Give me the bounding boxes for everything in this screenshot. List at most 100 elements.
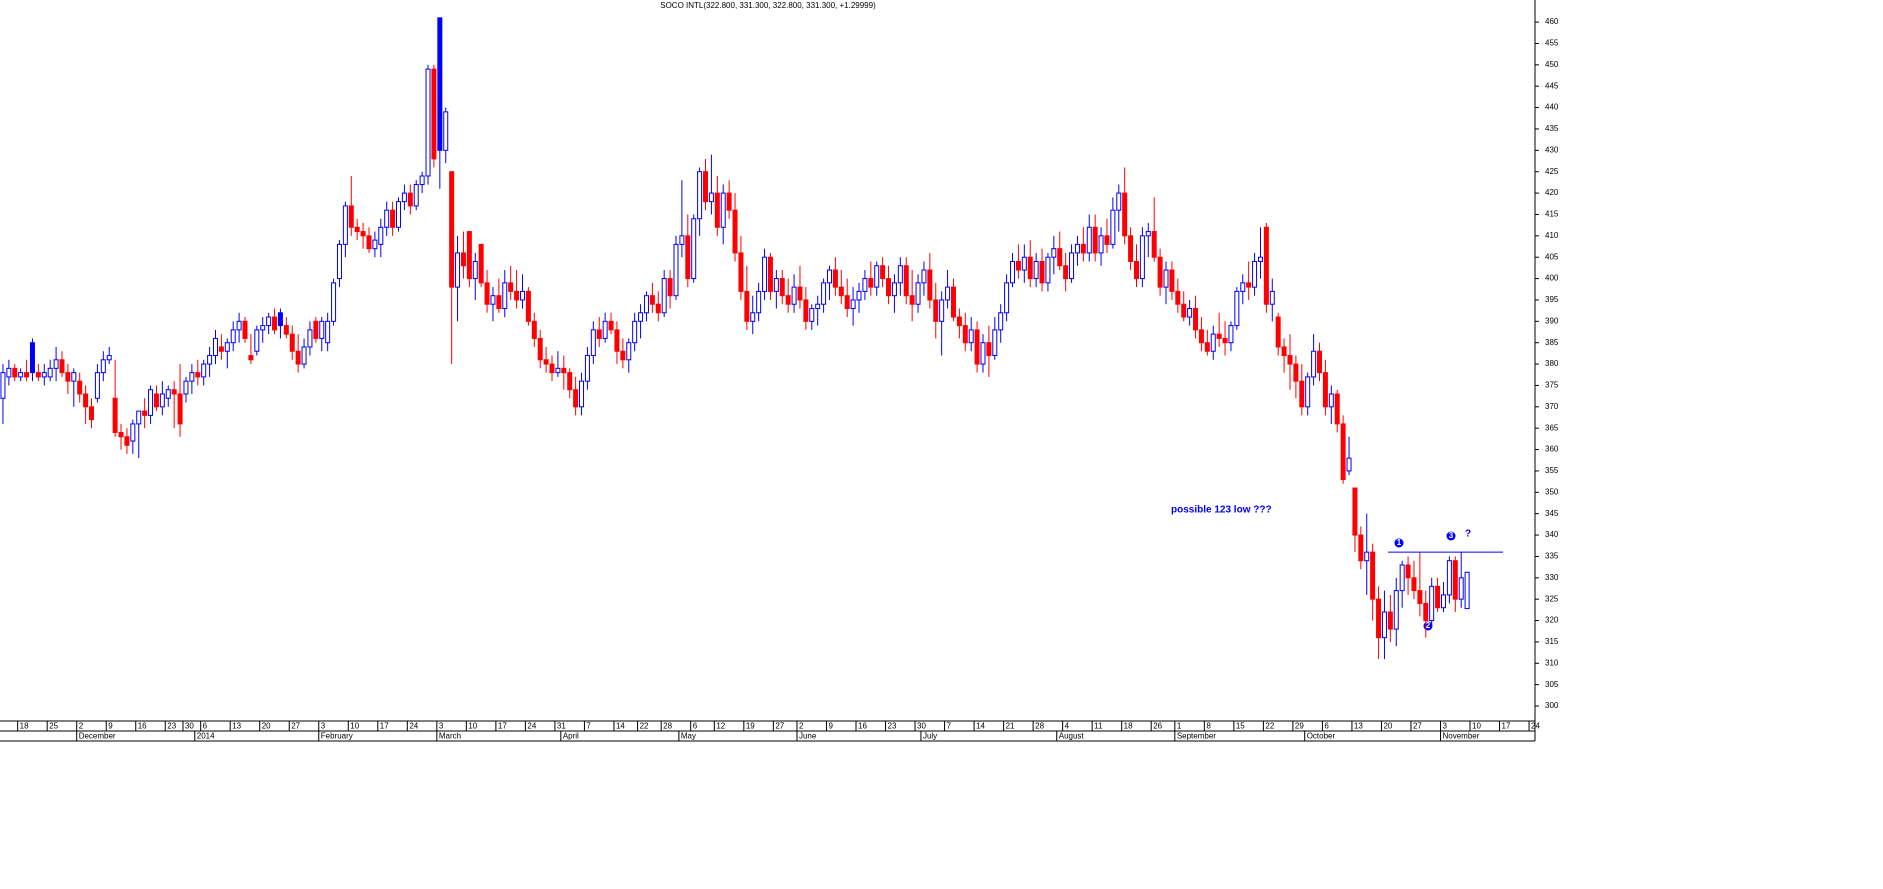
candle-body	[366, 235, 372, 250]
y-tick-label: 415	[1545, 210, 1559, 219]
y-tick-label: 430	[1545, 145, 1559, 154]
month-label: November	[1442, 732, 1479, 741]
candle-body	[118, 431, 124, 438]
candle-body	[809, 307, 815, 322]
candle-body	[903, 265, 909, 297]
y-tick-label: 340	[1545, 530, 1559, 539]
x-tick-label: 14	[976, 722, 985, 731]
candle-body	[1263, 226, 1269, 305]
candle-body	[502, 282, 508, 309]
x-tick-label: 13	[232, 722, 241, 731]
candle-body	[1210, 333, 1216, 352]
x-tick-label: 3	[439, 722, 444, 731]
candle-body	[519, 290, 525, 301]
candle-body	[992, 329, 998, 357]
candle-body	[1346, 457, 1352, 472]
candle-body	[555, 367, 561, 374]
candle-body	[832, 269, 838, 288]
candle-body	[1281, 346, 1287, 357]
candle-body	[791, 286, 797, 305]
setup-marker	[1446, 531, 1456, 541]
month-label: July	[923, 732, 937, 741]
candle-body	[1080, 243, 1086, 254]
candle-body	[1181, 303, 1187, 318]
candle-body	[307, 329, 313, 348]
candle-body	[980, 342, 986, 365]
month-label: December	[79, 732, 116, 741]
x-tick-label: 6	[1324, 722, 1329, 731]
candle-body	[1098, 235, 1104, 254]
x-tick-label: 17	[380, 722, 389, 731]
candle-body	[1435, 585, 1441, 609]
candle-body	[1364, 551, 1370, 562]
candle-body	[153, 393, 159, 408]
candle-body	[360, 231, 366, 237]
x-tick-label: 26	[1153, 722, 1162, 731]
candle-body	[1417, 590, 1423, 604]
candle-body	[1169, 269, 1175, 292]
candle-body	[998, 312, 1004, 331]
candle-body	[1387, 611, 1393, 630]
x-tick-label: 18	[20, 722, 29, 731]
x-tick-label: 2	[799, 722, 804, 731]
candle-body	[277, 312, 283, 327]
candle-body	[100, 359, 106, 374]
candle-body	[242, 320, 248, 339]
candle-body	[667, 278, 673, 297]
setup-label: 2	[1426, 621, 1431, 630]
x-tick-label: 3	[1442, 722, 1447, 731]
setup-label: 1	[1397, 538, 1402, 547]
setup-marker	[1394, 538, 1404, 548]
candle-body	[1086, 226, 1092, 254]
x-tick-label: 28	[1035, 722, 1044, 731]
candle-body	[272, 316, 278, 331]
candle-body	[195, 372, 201, 378]
x-tick-label: 3	[321, 722, 326, 731]
candle-body	[136, 410, 142, 425]
candle-body	[47, 367, 53, 378]
candle-body	[1104, 235, 1110, 245]
candle-body	[1151, 231, 1157, 258]
candle-body	[1240, 282, 1246, 292]
x-tick-label: 17	[1502, 722, 1511, 731]
candle-body	[53, 359, 59, 369]
candle-body	[573, 389, 579, 408]
x-tick-label: 27	[775, 722, 784, 731]
y-tick-label: 395	[1545, 295, 1559, 304]
candle-body	[1246, 282, 1252, 288]
x-tick-label: 18	[1124, 722, 1133, 731]
x-tick-label: 23	[167, 722, 176, 731]
x-tick-label: 22	[1265, 722, 1274, 731]
y-tick-label: 440	[1545, 103, 1559, 112]
x-tick-label: 28	[663, 722, 672, 731]
candle-body	[939, 299, 945, 322]
candle-body	[1122, 192, 1128, 237]
x-tick-label: 30	[185, 722, 194, 731]
x-tick-label: 22	[640, 722, 649, 731]
candle-body	[608, 320, 614, 331]
candle-body	[1376, 598, 1382, 639]
candle-body	[1057, 248, 1063, 267]
candle-body	[773, 278, 779, 292]
candle-body	[83, 393, 89, 408]
y-tick-label: 350	[1545, 487, 1559, 496]
x-tick-label: 21	[1006, 722, 1015, 731]
candle-body	[643, 295, 649, 314]
x-tick-label: 25	[49, 722, 58, 731]
y-tick-label: 450	[1545, 60, 1559, 69]
x-tick-label: 24	[527, 722, 536, 731]
candle-body	[1228, 325, 1234, 344]
candle-body	[331, 282, 337, 322]
candle-body	[24, 372, 30, 378]
candle-body	[18, 372, 24, 378]
candle-body	[921, 269, 927, 284]
candle-body	[974, 329, 980, 365]
candle-body	[41, 372, 47, 378]
candle-body	[248, 355, 254, 361]
candle-body	[12, 367, 18, 378]
candle-body	[815, 303, 821, 309]
candle-body	[691, 218, 697, 280]
candle-body	[295, 350, 301, 365]
y-tick-label: 385	[1545, 338, 1559, 347]
